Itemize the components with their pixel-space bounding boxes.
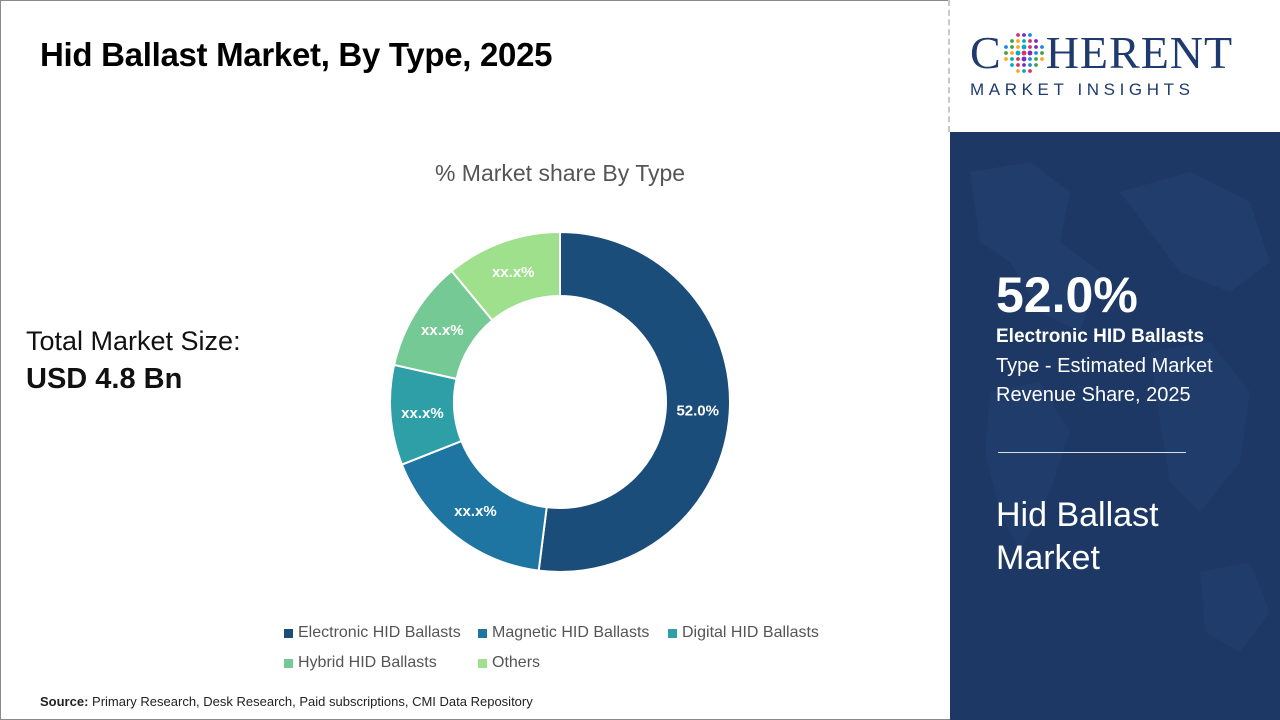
highlight-panel: 52.0% Electronic HID Ballasts Type - Est… xyxy=(950,132,1280,720)
page-title: Hid Ballast Market, By Type, 2025 xyxy=(40,36,553,73)
chart-panel: Hid Ballast Market, By Type, 2025 % Mark… xyxy=(26,36,844,709)
source-label: Source: xyxy=(40,694,89,709)
legend-label-others: Others xyxy=(492,654,541,671)
legend-item-digital: Digital HID Ballasts xyxy=(668,624,819,642)
market-name: Hid Ballast Market xyxy=(996,494,1246,580)
legend-label-digital: Digital HID Ballasts xyxy=(682,624,819,641)
donut-chart: 52.0% xx.x% xx.x% xx.x% xx.x% xyxy=(389,230,732,573)
data-label-magnetic: xx.x% xyxy=(454,503,497,520)
data-label-others: xx.x% xyxy=(492,264,535,281)
source-text: Primary Research, Desk Research, Paid su… xyxy=(92,694,533,709)
legend-row-1: Electronic HID Ballasts Magnetic HID Bal… xyxy=(284,618,844,648)
chart-legend: Electronic HID Ballasts Magnetic HID Bal… xyxy=(284,618,844,678)
legend-swatch-hybrid xyxy=(284,658,293,668)
donut-slice-electronic xyxy=(537,230,732,573)
legend-row-2: Hybrid HID Ballasts Others xyxy=(284,648,844,678)
logo-text-left: C xyxy=(970,27,1002,78)
logo-tagline: MARKET INSIGHTS xyxy=(970,80,1195,99)
legend-label-electronic: Electronic HID Ballasts xyxy=(298,624,461,641)
source-note: Source: Primary Research, Desk Research,… xyxy=(40,694,533,709)
legend-item-others: Others xyxy=(478,654,662,672)
company-logo: C HERENT xyxy=(970,30,1233,76)
legend-item-hybrid: Hybrid HID Ballasts xyxy=(284,654,472,672)
data-label-digital: xx.x% xyxy=(401,405,444,422)
world-map-icon xyxy=(970,162,1270,652)
highlight-segment: Electronic HID Ballasts xyxy=(996,326,1205,347)
highlight-value: 52.0% xyxy=(996,267,1138,323)
legend-swatch-digital xyxy=(668,628,677,638)
market-name-line2: Market xyxy=(996,539,1100,577)
total-market-value: USD 4.8 Bn xyxy=(26,363,183,395)
legend-item-magnetic: Magnetic HID Ballasts xyxy=(478,624,662,642)
total-market-label: Total Market Size: xyxy=(26,326,241,356)
logo-text-right: HERENT xyxy=(1045,27,1234,78)
legend-label-magnetic: Magnetic HID Ballasts xyxy=(492,624,650,641)
data-label-electronic: 52.0% xyxy=(676,403,719,420)
chart-title: % Market share By Type xyxy=(434,160,686,186)
logo-globe-icon xyxy=(1003,33,1044,73)
legend-item-electronic: Electronic HID Ballasts xyxy=(284,624,472,642)
legend-swatch-magnetic xyxy=(478,628,487,638)
legend-swatch-others xyxy=(478,658,487,668)
highlight-description: Type - Estimated Market Revenue Share, 2… xyxy=(996,355,1213,406)
legend-label-hybrid: Hybrid HID Ballasts xyxy=(298,654,437,671)
donut-slice-others xyxy=(450,230,561,322)
data-label-hybrid: xx.x% xyxy=(421,322,464,339)
logo-area: C HERENT MARKET INSIGHTS xyxy=(950,0,1280,132)
legend-swatch-electronic xyxy=(284,628,293,638)
panel-divider xyxy=(998,452,1186,453)
header-divider xyxy=(948,0,950,132)
market-name-line1: Hid Ballast xyxy=(996,496,1159,534)
